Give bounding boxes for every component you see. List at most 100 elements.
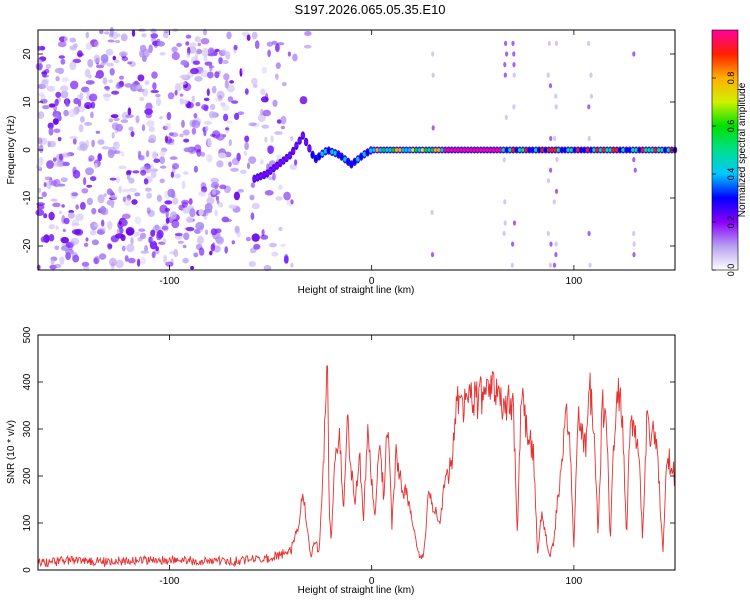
heatmap-streak-cell bbox=[503, 199, 507, 205]
heatmap-noise-cell bbox=[174, 83, 182, 92]
heatmap-ridge-cell bbox=[268, 168, 273, 174]
heatmap-streak-cell bbox=[505, 51, 509, 57]
heatmap-noise-cell bbox=[244, 135, 250, 143]
colorbar-gradient bbox=[711, 29, 739, 271]
heatmap-noise-cell bbox=[158, 241, 166, 245]
heatmap-noise-cell bbox=[85, 80, 95, 85]
heatmap-noise-cell bbox=[193, 165, 198, 173]
heatmap-streak-cell bbox=[431, 72, 435, 78]
heatmap-noise-cell bbox=[93, 257, 99, 265]
snr-y-tick-label: 100 bbox=[22, 514, 33, 531]
heatmap-noise-cell bbox=[151, 237, 155, 243]
heatmap-noise-cell bbox=[61, 77, 69, 83]
heatmap-noise-cell bbox=[203, 55, 208, 62]
heatmap-noise-cell bbox=[71, 192, 79, 197]
heatmap-ridge-cell bbox=[469, 148, 474, 152]
heatmap-noise-cell bbox=[111, 122, 119, 130]
heatmap-noise-cell bbox=[260, 234, 269, 240]
heatmap-ridge-layer bbox=[252, 131, 678, 183]
heatmap-noise-cell bbox=[41, 191, 47, 198]
heatmap-noise-cell bbox=[139, 232, 147, 239]
heatmap-noise-cell bbox=[116, 81, 122, 89]
heatmap-noise-cell bbox=[122, 188, 130, 193]
heatmap-noise-cell bbox=[121, 213, 131, 219]
snr-y-tick-label: 200 bbox=[22, 467, 33, 484]
heatmap-noise-cell bbox=[185, 41, 190, 46]
heatmap-ridge-cell bbox=[537, 148, 541, 152]
heatmap-noise-cell bbox=[40, 236, 47, 243]
heatmap-noise-cell bbox=[272, 172, 276, 181]
heatmap-noise-cell bbox=[69, 61, 77, 71]
heatmap-ridge-cell bbox=[485, 148, 490, 152]
heatmap-noise-cell bbox=[209, 103, 216, 111]
heatmap-noise-cell bbox=[40, 137, 48, 145]
heatmap-noise-cell bbox=[115, 259, 124, 269]
heatmap-ridge-cell bbox=[657, 148, 661, 152]
heatmap-noise-cell bbox=[229, 80, 235, 84]
heatmap-noise-cell bbox=[244, 88, 249, 95]
heatmap-noise-cell bbox=[131, 199, 138, 205]
heatmap-noise-cell bbox=[54, 245, 60, 251]
heatmap-ridge-cell bbox=[424, 148, 428, 152]
heatmap-noise-cell bbox=[112, 55, 117, 61]
heatmap-noise-cell bbox=[81, 188, 89, 194]
heatmap-streak-cell bbox=[554, 104, 558, 110]
heatmap-noise-cell bbox=[185, 216, 194, 224]
heatmap-noise-cell bbox=[70, 80, 79, 90]
heatmap-ridge-cell bbox=[362, 151, 367, 157]
heatmap-noise-cell bbox=[214, 48, 220, 53]
heatmap-noise-cell bbox=[162, 31, 169, 39]
heatmap-noise-cell bbox=[165, 217, 170, 224]
heatmap-noise-cell bbox=[163, 30, 170, 34]
heatmap-noise-cell bbox=[35, 62, 43, 71]
heatmap-ridge-cell bbox=[492, 148, 496, 152]
heatmap-noise-cell bbox=[173, 248, 179, 258]
heatmap-noise-cell bbox=[159, 115, 163, 120]
heatmap-noise-cell bbox=[183, 232, 190, 241]
heatmap-noise-cell bbox=[38, 92, 44, 97]
heatmap-noise-cell bbox=[203, 120, 213, 125]
heatmap-ridge-cell bbox=[446, 148, 451, 152]
heatmap-noise-cell bbox=[223, 113, 229, 122]
heatmap-noise-cell bbox=[214, 209, 218, 217]
heatmap-streak-cell bbox=[548, 83, 553, 89]
heatmap-noise-cell bbox=[260, 159, 264, 165]
heatmap-noise-cell bbox=[226, 31, 232, 40]
heatmap-noise-cell bbox=[88, 158, 93, 162]
heatmap-streak-cell bbox=[548, 262, 553, 268]
heatmap-x-axis-label: Height of straight line (km) bbox=[298, 285, 415, 296]
heatmap-noise-cell bbox=[88, 93, 98, 102]
heatmap-noise-cell bbox=[108, 118, 114, 123]
heatmap-ridge-cell bbox=[592, 148, 596, 152]
heatmap-noise-cell bbox=[156, 194, 162, 202]
heatmap-noise-cell bbox=[278, 227, 283, 231]
heatmap-noise-cell bbox=[53, 157, 57, 162]
heatmap-noise-cell bbox=[128, 126, 134, 131]
heatmap-noise-cell bbox=[141, 124, 146, 132]
heatmap-noise-cell bbox=[172, 163, 179, 170]
heatmap-noise-cell bbox=[303, 44, 312, 49]
heatmap-noise-cell bbox=[239, 169, 247, 174]
heatmap-noise-cell bbox=[75, 213, 84, 221]
heatmap-noise-cell bbox=[146, 207, 151, 214]
heatmap-noise-cell bbox=[59, 85, 69, 92]
heatmap-noise-cell bbox=[83, 242, 89, 247]
heatmap-ridge-cell bbox=[479, 148, 483, 152]
heatmap-ridge-cell bbox=[385, 148, 389, 152]
heatmap-noise-cell bbox=[93, 41, 100, 48]
heatmap-noise-cell bbox=[186, 101, 194, 109]
heatmap-noise-cell bbox=[85, 167, 94, 176]
heatmap-noise-cell bbox=[253, 243, 261, 250]
heatmap-noise-cell bbox=[189, 42, 197, 48]
heatmap-noise-cell bbox=[97, 153, 102, 162]
heatmap-ridge-cell bbox=[553, 148, 558, 152]
heatmap-noise-cell bbox=[52, 161, 62, 167]
heatmap-noise-cell bbox=[182, 257, 189, 264]
heatmap-streak-cell bbox=[502, 230, 506, 237]
heatmap-noise-cell bbox=[109, 26, 114, 36]
heatmap-noise-cell bbox=[251, 31, 258, 40]
heatmap-noise-cell bbox=[179, 81, 187, 85]
heatmap-noise-cell bbox=[72, 58, 82, 64]
heatmap-noise-cell bbox=[207, 138, 212, 147]
heatmap-ridge-cell bbox=[304, 139, 308, 145]
